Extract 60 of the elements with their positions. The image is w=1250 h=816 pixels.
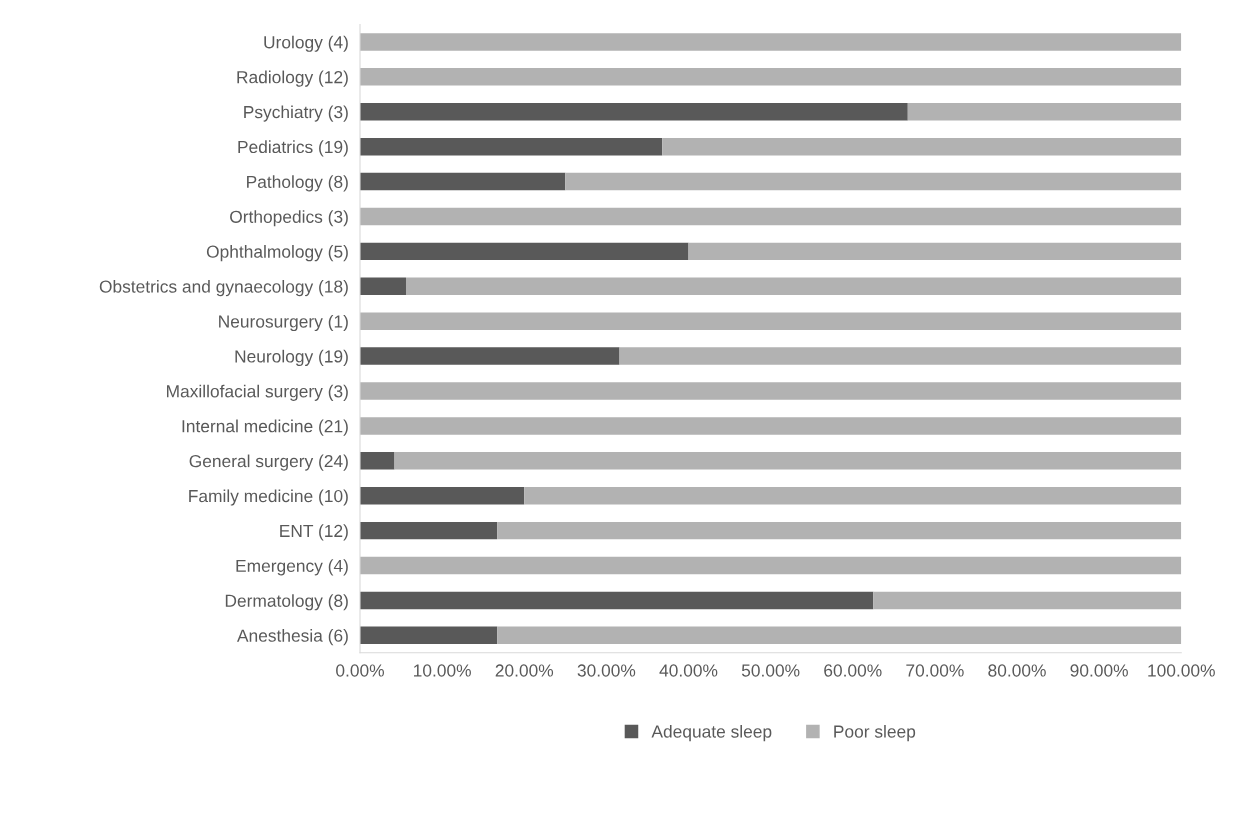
bar [360, 486, 525, 505]
x-tick-label: 80.00% [988, 664, 1046, 677]
bar [360, 277, 406, 296]
bar [497, 626, 1182, 645]
x-tick-label: 10.00% [414, 664, 471, 677]
x-tick-label: 50.00% [741, 664, 800, 677]
bar [394, 452, 1182, 470]
bar [360, 103, 908, 121]
bar [497, 521, 1182, 540]
x-tick-label: 90.00% [1070, 664, 1128, 677]
y-tick-label: Neurosurgery (1) [219, 314, 348, 332]
bar [360, 382, 1182, 400]
y-tick-label: Psychiatry (3) [244, 105, 348, 122]
bar [360, 207, 1182, 226]
bar [360, 33, 1182, 51]
x-tick-label: 30.00% [577, 664, 636, 677]
bar [360, 521, 498, 540]
bar [360, 417, 1182, 435]
bar [565, 172, 1182, 191]
x-tick-label: 20.00% [495, 664, 554, 677]
bar [405, 277, 1182, 296]
legend-label: Adequate sleep [651, 724, 772, 742]
x-tick-label: 100.00% [1148, 664, 1215, 677]
bar [688, 242, 1182, 261]
bar [360, 556, 1182, 575]
x-tick-label: 70.00% [906, 664, 964, 677]
bar [360, 626, 498, 645]
bar [873, 591, 1182, 610]
x-tick-label: 0.00% [336, 664, 384, 677]
bar [360, 242, 689, 261]
y-tick-label: Family medicine (10) [189, 489, 348, 506]
y-tick-label: Urology (4) [264, 35, 348, 52]
bar [360, 452, 395, 470]
y-tick-label: Pathology (8) [247, 175, 348, 192]
bar [619, 347, 1182, 365]
y-tick-label: Emergency (4) [236, 559, 348, 576]
y-tick-label: Orthopedics (3) [230, 210, 348, 227]
bar [360, 68, 1182, 86]
y-tick-label: General surgery (24) [189, 454, 348, 471]
y-tick-label: Anesthesia (6) [236, 629, 348, 646]
bar [524, 486, 1182, 505]
bar [360, 312, 1182, 330]
y-tick-label: Internal medicine (21) [182, 419, 348, 436]
bar [907, 103, 1182, 121]
y-tick-label: Neurology (19) [235, 349, 348, 366]
y-tick-label: Radiology (12) [237, 70, 348, 87]
y-tick-label: Obstetrics and gynaecology (18) [99, 279, 348, 297]
bar [360, 591, 874, 610]
y-tick-label: Ophthalmology (5) [206, 245, 348, 262]
y-tick-label: Dermatology (8) [225, 594, 348, 611]
y-tick-label: Pediatrics (19) [238, 140, 348, 157]
x-tick-label: 40.00% [659, 664, 718, 677]
legend-label: Poor sleep [834, 724, 916, 742]
x-tick-label: 60.00% [824, 664, 882, 677]
y-tick-label: Maxillofacial surgery (3) [167, 384, 348, 401]
bar [662, 137, 1182, 156]
bar [360, 137, 663, 156]
bar [360, 347, 620, 365]
bar [360, 172, 566, 191]
y-tick-label: ENT (12) [280, 524, 348, 541]
